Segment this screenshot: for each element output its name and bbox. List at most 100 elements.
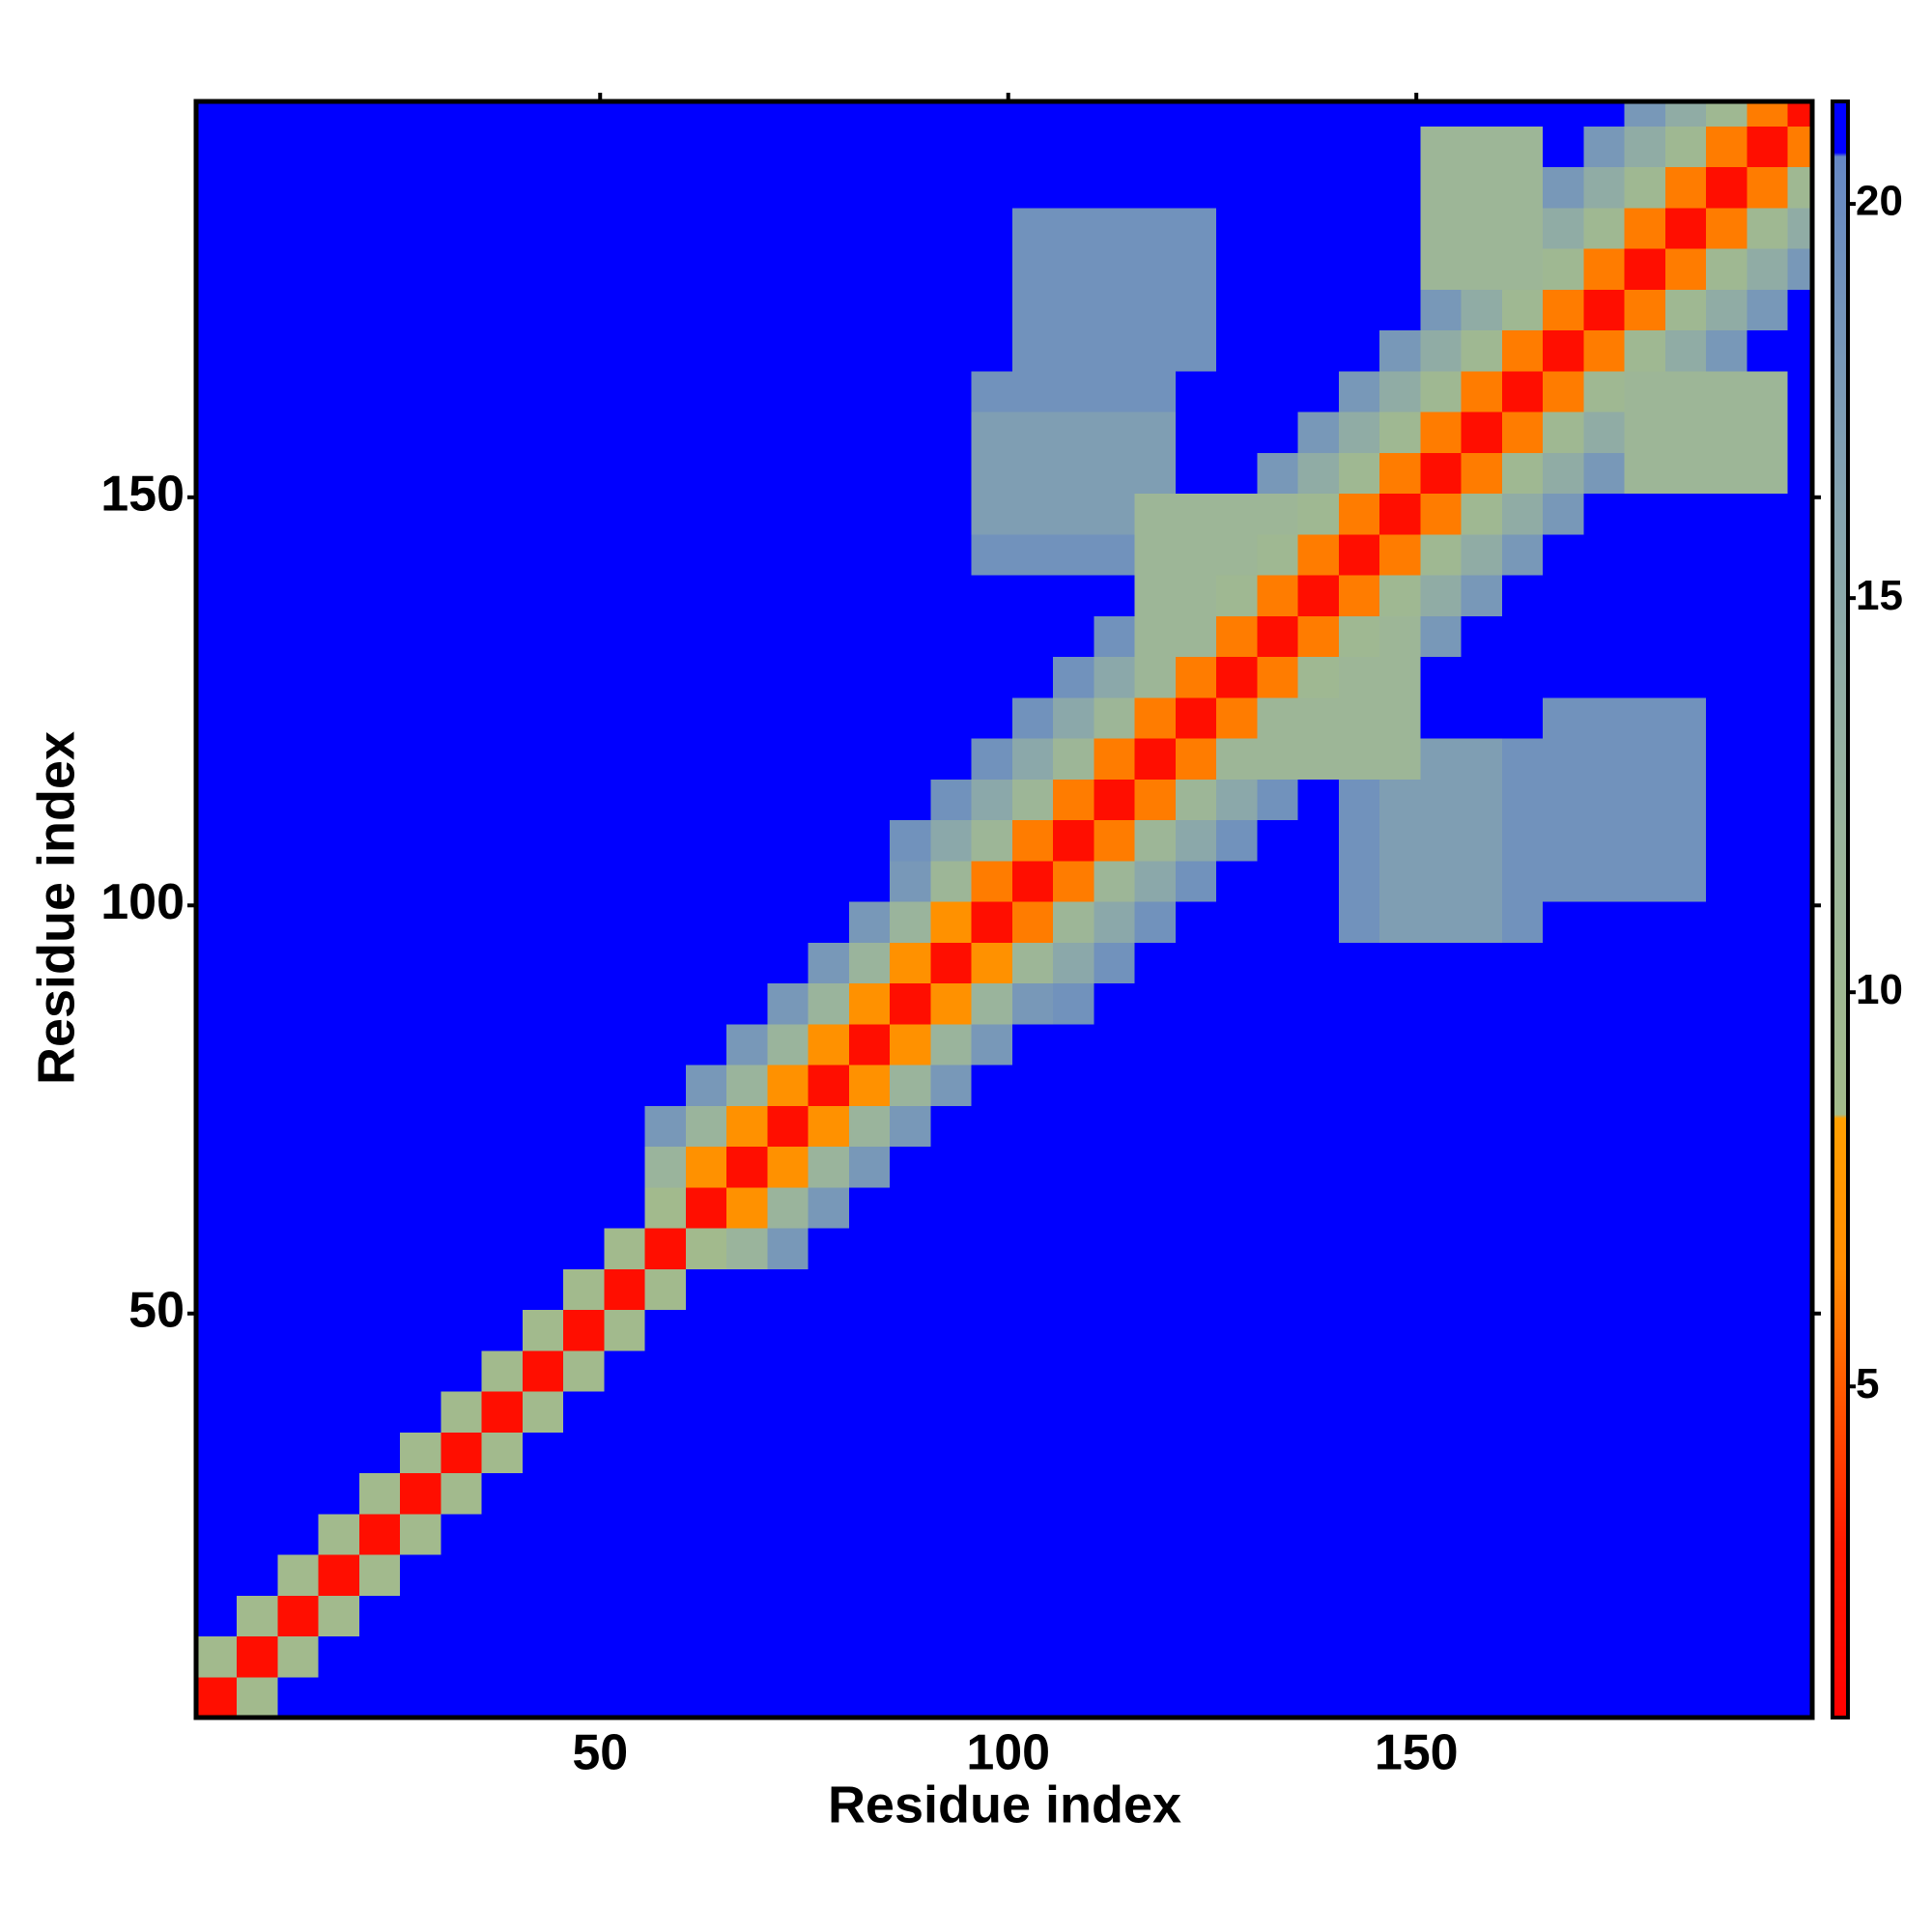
heatmap-cell <box>726 1186 769 1229</box>
heatmap-cell <box>930 1432 973 1474</box>
heatmap-cell <box>358 533 401 576</box>
heatmap-cell <box>196 1065 238 1106</box>
heatmap-cell <box>644 860 687 902</box>
heatmap-cell <box>277 860 320 902</box>
heatmap-cell <box>848 656 891 698</box>
heatmap-cell <box>1175 1635 1217 1678</box>
heatmap-cell <box>563 1228 606 1269</box>
heatmap-cell <box>1543 1309 1585 1351</box>
heatmap-cell <box>1787 1472 1813 1515</box>
heatmap-cell <box>685 412 727 453</box>
heatmap-cell <box>604 1105 646 1148</box>
heatmap-cell <box>318 982 360 1025</box>
heatmap-cell <box>358 1228 401 1269</box>
heatmap-cell <box>1461 819 1503 862</box>
heatmap-cell <box>1134 1595 1177 1637</box>
heatmap-cell <box>1297 1432 1340 1474</box>
heatmap-cell <box>1501 329 1544 372</box>
heatmap-cell <box>277 1146 320 1188</box>
heatmap-cell <box>1501 575 1544 616</box>
heatmap-cell <box>726 1065 769 1106</box>
heatmap-cell <box>644 696 687 739</box>
heatmap-cell <box>971 1432 1013 1474</box>
y-tick-label: 100 <box>100 874 185 930</box>
heatmap-cell <box>1420 942 1463 984</box>
heatmap-cell <box>237 615 279 658</box>
heatmap-cell <box>1583 1186 1626 1229</box>
heatmap-cell <box>237 1595 279 1637</box>
heatmap-cell <box>644 1391 687 1433</box>
heatmap-cell <box>848 248 891 290</box>
heatmap-cell <box>1787 860 1813 902</box>
heatmap-cell <box>1216 982 1259 1025</box>
heatmap-cell <box>1501 615 1544 658</box>
heatmap-cell <box>971 1554 1013 1596</box>
heatmap-cell <box>1583 248 1626 290</box>
heatmap-cell <box>1706 656 1748 698</box>
heatmap-cell <box>563 1391 606 1433</box>
heatmap-cell <box>1175 452 1217 495</box>
heatmap-cell <box>726 1350 769 1392</box>
heatmap-cell <box>767 289 810 331</box>
heatmap-cell <box>1583 575 1626 616</box>
heatmap-cell <box>1134 1350 1177 1392</box>
heatmap-cell <box>808 289 850 331</box>
heatmap-cell <box>808 1513 850 1555</box>
heatmap-cell <box>1461 1391 1503 1433</box>
heatmap-cell <box>808 860 850 902</box>
heatmap-cell <box>808 1350 850 1392</box>
heatmap-cell <box>481 696 524 739</box>
heatmap-cell <box>1379 942 1422 984</box>
heatmap-cell <box>1664 248 1707 290</box>
heatmap-cell <box>1624 615 1666 658</box>
heatmap-cell <box>1706 1186 1748 1229</box>
heatmap-cell <box>890 1065 932 1106</box>
heatmap-cell <box>1297 452 1340 495</box>
heatmap-cell <box>1094 779 1136 821</box>
heatmap-cell <box>481 1146 524 1188</box>
heatmap-cell <box>400 533 442 576</box>
heatmap-cell <box>930 248 973 290</box>
heatmap-cell <box>1011 1391 1054 1433</box>
heatmap-cell <box>1747 1432 1789 1474</box>
heatmap-cell <box>277 329 320 372</box>
heatmap-cell <box>1583 1513 1626 1555</box>
heatmap-cell <box>196 942 238 984</box>
heatmap-cell <box>1379 1432 1422 1474</box>
heatmap-cell <box>1216 1065 1259 1106</box>
heatmap-cell <box>1543 1105 1585 1148</box>
heatmap-cell <box>1338 1635 1380 1678</box>
heatmap-cell <box>237 329 279 372</box>
heatmap-cell <box>196 860 238 902</box>
heatmap-cell <box>1053 289 1095 331</box>
heatmap-cell <box>358 1635 401 1678</box>
heatmap-cell <box>1461 1595 1503 1637</box>
heatmap-cell <box>1787 696 1813 739</box>
heatmap-cell <box>930 656 973 698</box>
heatmap-cell <box>358 1595 401 1637</box>
heatmap-cell <box>1501 412 1544 453</box>
heatmap-cell <box>318 696 360 739</box>
heatmap-cell <box>522 533 564 576</box>
heatmap-cell <box>400 1105 442 1148</box>
heatmap-cell <box>808 248 850 290</box>
heatmap-cell <box>971 656 1013 698</box>
heatmap-cell <box>1338 575 1380 616</box>
heatmap-cell <box>971 860 1013 902</box>
heatmap-cell <box>930 1554 973 1596</box>
heatmap-cell <box>808 779 850 821</box>
heatmap-cell <box>1379 860 1422 902</box>
heatmap-cell <box>930 942 973 984</box>
heatmap-cell <box>644 101 687 127</box>
heatmap-cell <box>1257 1472 1299 1515</box>
heatmap-cell <box>237 533 279 576</box>
heatmap-cell <box>1257 656 1299 698</box>
heatmap-cell <box>522 1391 564 1433</box>
heatmap-cell <box>1624 1513 1666 1555</box>
heatmap-cell <box>1501 207 1544 249</box>
heatmap-cell <box>848 329 891 372</box>
heatmap-cell <box>400 207 442 249</box>
heatmap-cell <box>1094 1432 1136 1474</box>
heatmap-cell <box>1257 942 1299 984</box>
heatmap-cell <box>1747 1391 1789 1433</box>
